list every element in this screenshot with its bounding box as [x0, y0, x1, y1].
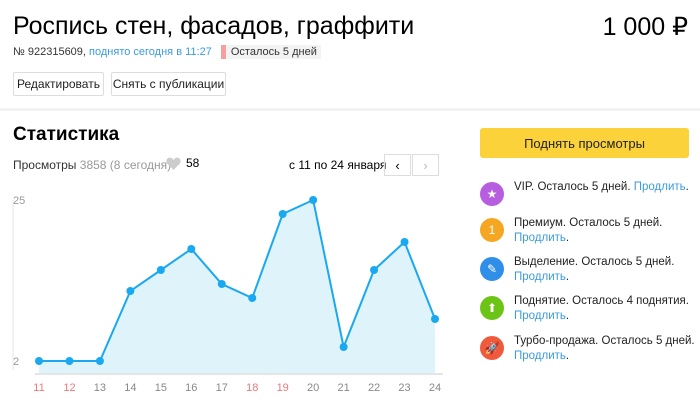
- favorites-count: 58: [186, 156, 200, 170]
- views-chart: 2 25 11 12 13 14 15 16 17 18 19 20 21 22 23 24: [12, 195, 443, 394]
- x-tick-label: 23: [398, 382, 410, 394]
- data-point[interactable]: [370, 266, 379, 274]
- data-point[interactable]: [431, 315, 439, 323]
- arrow-up-icon: ⬆: [480, 296, 504, 320]
- x-tick-label: 17: [216, 382, 228, 394]
- y-tick-label: 2: [13, 356, 19, 368]
- service-item: 🚀 Турбо-продажа. Осталось 5 дней. Продлить…: [480, 334, 695, 364]
- y-tick-label: 25: [13, 195, 25, 207]
- listing-title: Роспись стен, фасадов, граффити: [13, 12, 415, 40]
- service-item: ★ VIP. Осталось 5 дней. Продлить.: [480, 180, 695, 206]
- listing-meta: № 922315609, поднято сегодня в 11:27 Ост…: [13, 45, 321, 59]
- views-label: Просмотры: [13, 158, 77, 172]
- unpublish-button[interactable]: Снять с публикации: [111, 72, 226, 96]
- highlight-marker-icon: ✎: [480, 257, 504, 281]
- service-text-wrap: Выделение. Осталось 5 дней. Продлить.: [514, 256, 675, 283]
- data-point[interactable]: [95, 357, 104, 365]
- x-tick-label: 15: [155, 382, 167, 394]
- service-text: Премиум. Осталось 5 дней.: [514, 217, 663, 229]
- x-tick-label: 21: [337, 382, 349, 394]
- data-point[interactable]: [187, 245, 196, 253]
- x-tick-label: 18: [246, 382, 258, 394]
- views: Просмотры 3858 (8 сегодня): [13, 158, 171, 172]
- data-point[interactable]: [400, 238, 409, 246]
- extend-link[interactable]: Продлить: [633, 181, 686, 193]
- service-text: VIP. Осталось 5 дней.: [514, 181, 631, 193]
- service-text: Выделение. Осталось 5 дней.: [514, 256, 675, 268]
- listing-number: № 922315609,: [13, 46, 86, 58]
- extend-link[interactable]: Продлить: [514, 232, 566, 244]
- premium-badge-icon: 1: [480, 218, 504, 242]
- x-tick-label: 20: [307, 382, 319, 394]
- service-text: Турбо-продажа. Осталось 5 дней.: [514, 335, 695, 347]
- data-point[interactable]: [35, 357, 43, 365]
- data-point[interactable]: [339, 343, 348, 351]
- data-point[interactable]: [217, 280, 226, 288]
- data-point[interactable]: [309, 196, 318, 204]
- area-fill: [39, 200, 435, 373]
- service-item: ✎ Выделение. Осталось 5 дней. Продлить.: [480, 255, 695, 285]
- date-range: с 11 по 24 января: [289, 158, 387, 172]
- data-point[interactable]: [65, 357, 74, 365]
- data-point[interactable]: [278, 210, 287, 218]
- service-text: Поднятие. Осталось 4 поднятия.: [514, 295, 689, 307]
- data-point[interactable]: [248, 294, 257, 302]
- remaining-badge: Осталось 5 дней: [220, 45, 321, 59]
- vip-star-icon: ★: [480, 182, 504, 206]
- x-tick-label: 13: [94, 382, 106, 394]
- x-tick-label: 16: [185, 382, 197, 394]
- raise-views-button[interactable]: Поднять просмотры: [480, 128, 689, 158]
- data-point[interactable]: [126, 287, 135, 295]
- x-tick-label: 22: [368, 382, 380, 394]
- extend-link[interactable]: Продлить: [514, 271, 566, 283]
- prev-period-button[interactable]: ‹: [384, 154, 411, 176]
- service-text-wrap: VIP. Осталось 5 дней. Продлить.: [514, 181, 689, 193]
- extend-link[interactable]: Продлить: [514, 350, 566, 362]
- service-text-wrap: Поднятие. Осталось 4 поднятия. Продлить.: [514, 295, 689, 322]
- series-line: [39, 198, 436, 362]
- rocket-icon: 🚀: [480, 336, 504, 360]
- x-tick-label: 24: [429, 382, 441, 394]
- service-text-wrap: Премиум. Осталось 5 дней. Продлить.: [514, 217, 663, 244]
- service-item: 1 Премиум. Осталось 5 дней. Продлить.: [480, 216, 695, 246]
- views-count: 3858 (8 сегодня): [79, 158, 172, 172]
- raised-link[interactable]: поднято сегодня в 11:27: [89, 46, 212, 58]
- heart-icon: [166, 157, 181, 170]
- x-tick-label: 12: [63, 382, 75, 394]
- next-period-button[interactable]: ›: [412, 154, 439, 176]
- extend-link[interactable]: Продлить: [514, 310, 566, 322]
- stats-title: Статистика: [13, 124, 120, 145]
- data-point[interactable]: [156, 266, 165, 274]
- x-tick-label: 11: [33, 382, 44, 394]
- x-tick-label: 19: [277, 382, 289, 394]
- x-tick-label: 14: [124, 382, 136, 394]
- divider: [0, 108, 700, 111]
- edit-button[interactable]: Редактировать: [13, 72, 104, 96]
- service-item: ⬆ Поднятие. Осталось 4 поднятия. Продлить.: [480, 294, 695, 324]
- service-text-wrap: Турбо-продажа. Осталось 5 дней. Продлить.: [514, 335, 695, 362]
- price: 1 000 ₽: [602, 13, 688, 41]
- favorites: 58: [166, 156, 199, 170]
